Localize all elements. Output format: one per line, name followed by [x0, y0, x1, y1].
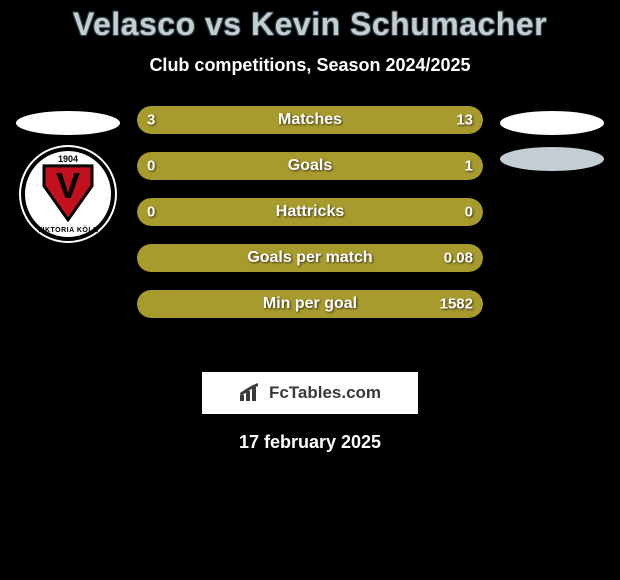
page-subtitle: Club competitions, Season 2024/2025: [0, 55, 620, 76]
stat-row: 0.08 Goals per match: [137, 244, 483, 272]
player-right-column: [492, 111, 612, 183]
stat-value-right: 0.08: [444, 250, 473, 267]
player-right-ellipse-1: [500, 111, 604, 135]
stat-value-right: 13: [456, 112, 473, 129]
stat-value-right: 1: [465, 158, 473, 175]
stat-label: Min per goal: [263, 295, 357, 313]
club-logo-year: 1904: [58, 154, 78, 164]
stat-label: Matches: [278, 111, 342, 129]
bar-chart-icon: [239, 383, 263, 403]
stat-value-right: 0: [465, 204, 473, 221]
player-left-ellipse: [16, 111, 120, 135]
page-title: Velasco vs Kevin Schumacher: [0, 0, 620, 43]
stat-bars: 3 13 Matches 0 1 Goals 0 0 Hattricks 0.08 Goals pe…: [137, 106, 483, 336]
date-label: 17 february 2025: [0, 432, 620, 453]
stat-label: Hattricks: [276, 203, 344, 221]
club-logo-letter: V: [56, 165, 80, 206]
stat-label: Goals per match: [247, 249, 372, 267]
club-logo-name: VIKTORIA KÖLN: [37, 227, 98, 234]
stat-row: 1582 Min per goal: [137, 290, 483, 318]
player-right-ellipse-2: [500, 147, 604, 171]
stat-row: 0 0 Hattricks: [137, 198, 483, 226]
stat-bar-right: [202, 106, 483, 134]
stat-row: 3 13 Matches: [137, 106, 483, 134]
stat-value-left: 3: [147, 112, 155, 129]
player-left-column: 1904 V VIKTORIA KÖLN: [8, 111, 128, 241]
shield-icon: V: [41, 164, 95, 222]
branding-text: FcTables.com: [269, 383, 381, 403]
stat-value-right: 1582: [440, 296, 473, 313]
stat-label: Goals: [288, 157, 332, 175]
stat-value-left: 0: [147, 204, 155, 221]
stat-row: 0 1 Goals: [137, 152, 483, 180]
comparison-area: 1904 V VIKTORIA KÖLN 313Matches01Goals00…: [0, 106, 620, 366]
club-logo: 1904 V VIKTORIA KÖLN: [21, 147, 115, 241]
stat-value-left: 0: [147, 158, 155, 175]
branding-badge: FcTables.com: [202, 372, 418, 414]
